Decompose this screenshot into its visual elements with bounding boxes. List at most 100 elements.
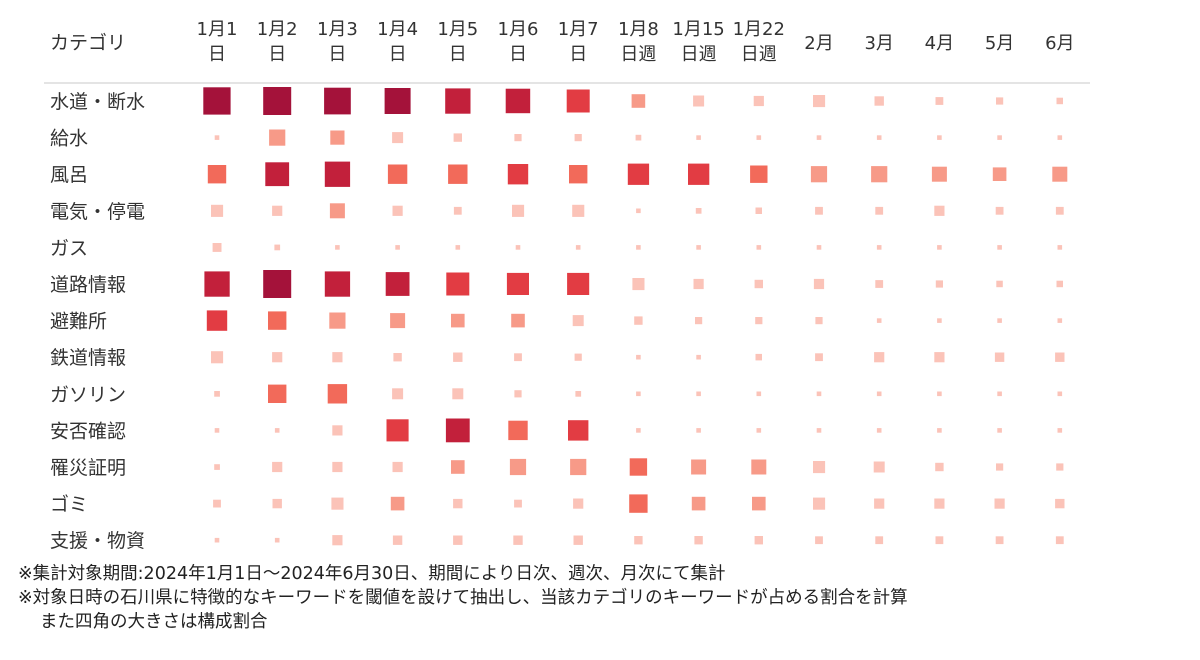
heatmap-cell	[332, 535, 343, 546]
heatmap-cell	[263, 270, 292, 298]
heatmap-cell	[269, 129, 286, 146]
heatmap-cell	[874, 352, 885, 363]
heatmap-cell	[997, 318, 1002, 323]
heatmap-cell	[268, 384, 287, 403]
heatmap-cell	[390, 313, 406, 329]
heatmap-cell	[324, 87, 351, 115]
heatmap-cell	[575, 391, 582, 397]
heatmap-cell	[693, 278, 704, 290]
heatmap-cell	[636, 391, 641, 397]
heatmap-cell	[934, 498, 945, 509]
heatmap-cell	[446, 272, 470, 296]
heatmap-cell	[512, 204, 525, 217]
row-label: 鉄道情報	[50, 347, 126, 369]
column-label: 1月1 日	[197, 19, 238, 65]
heatmap-cell	[931, 166, 947, 182]
heatmap-cell	[1057, 391, 1063, 397]
heatmap-cell	[1055, 206, 1064, 215]
heatmap-cell	[568, 420, 589, 441]
heatmap-cell	[214, 135, 220, 140]
heatmap-cell	[629, 494, 648, 513]
heatmap-cell	[996, 280, 1003, 288]
heatmap-cell	[572, 315, 584, 327]
heatmap-cell	[696, 245, 701, 250]
row-label: 罹災証明	[50, 457, 126, 479]
heatmap-cell	[750, 165, 768, 183]
heatmap-cell	[937, 245, 942, 250]
column-label: 1月4 日	[377, 19, 418, 65]
heatmap-cell	[211, 204, 224, 217]
heatmap-cell	[996, 463, 1004, 471]
heatmap-cell	[453, 352, 463, 362]
row-labels: 水道・断水給水風呂電気・停電ガス道路情報避難所鉄道情報ガソリン安否確認罹災証明ゴ…	[50, 91, 145, 552]
heatmap-cell	[514, 134, 522, 142]
heatmap-cell	[213, 499, 221, 508]
heatmap-cell	[935, 97, 944, 105]
heatmap-cell	[627, 163, 650, 185]
heatmap-cell	[871, 166, 888, 183]
heatmap-cell	[816, 245, 822, 250]
heatmap-cell	[392, 535, 403, 545]
heatmap-cell	[753, 95, 764, 107]
heatmap-cell	[272, 461, 283, 473]
heatmap-cell	[263, 87, 292, 115]
heatmap-cell	[453, 206, 462, 215]
row-label: ガス	[50, 237, 88, 259]
heatmap-cell	[274, 537, 280, 543]
heatmap-cell	[696, 354, 701, 360]
heatmap-cell	[937, 318, 942, 323]
heatmap-cell	[392, 388, 404, 400]
heatmap-cell	[214, 428, 220, 433]
heatmap-cell	[694, 536, 703, 545]
heatmap-cell	[636, 208, 641, 214]
heatmap-cell	[935, 280, 943, 288]
heatmap-cell	[816, 428, 822, 433]
heatmap-cell	[573, 535, 583, 545]
heatmap-cell	[515, 245, 521, 250]
heatmap-cell	[445, 418, 470, 443]
heatmap-cell	[451, 460, 465, 474]
heatmap-cell	[513, 535, 523, 545]
column-label: 1月15 日週	[672, 19, 724, 65]
heatmap-cell	[875, 536, 884, 545]
heatmap-cell	[1056, 97, 1063, 105]
heatmap-cell	[448, 164, 468, 184]
column-label: 2月	[804, 33, 833, 54]
heatmap-cell	[815, 206, 823, 215]
heatmap-cell	[566, 89, 590, 113]
heatmap-cell	[392, 132, 404, 144]
heatmap-cell	[514, 390, 522, 398]
heatmap-cell	[452, 388, 464, 400]
heatmap-cell	[453, 535, 463, 545]
heatmap-cell	[451, 313, 465, 328]
heatmap-cell	[636, 245, 641, 250]
heatmap-cell	[691, 496, 706, 511]
heatmap-cell	[274, 244, 281, 251]
heatmap-cell	[755, 207, 762, 214]
heatmap-cell	[755, 317, 763, 325]
heatmap-cell	[207, 165, 227, 184]
heatmap-cell	[214, 391, 220, 397]
heatmap-cell	[574, 134, 582, 142]
row-label: 道路情報	[50, 274, 126, 296]
heatmap-cell	[994, 498, 1005, 509]
heatmap-cell	[395, 245, 400, 250]
heatmap-cell	[816, 391, 822, 397]
heatmap-cell	[445, 88, 471, 114]
heatmap-cell	[756, 391, 762, 397]
heatmap-cell	[265, 162, 290, 187]
heatmap-cell	[272, 352, 283, 363]
heatmap-cell	[387, 164, 408, 184]
heatmap-cell	[935, 462, 944, 472]
row-label: 風呂	[50, 164, 88, 186]
heatmap-cell	[876, 391, 882, 397]
heatmap-cells	[203, 87, 1068, 546]
column-label: 1月8 日週	[618, 19, 659, 65]
column-labels: 1月1 日 1月2 日 1月3 日 1月4 日 1月5 日 1月6 日 1月7 日 1月8 日週 1月15 日週1…	[197, 19, 1075, 65]
heatmap-cell	[696, 135, 701, 140]
heatmap-cell	[506, 272, 529, 295]
heatmap-cell	[330, 130, 345, 145]
footnotes: ※集計対象期間:2024年1月1日～2024年6月30日、期間により日次、週次、…	[18, 562, 908, 634]
heatmap-cell	[505, 88, 531, 114]
heatmap-cell	[514, 353, 522, 362]
